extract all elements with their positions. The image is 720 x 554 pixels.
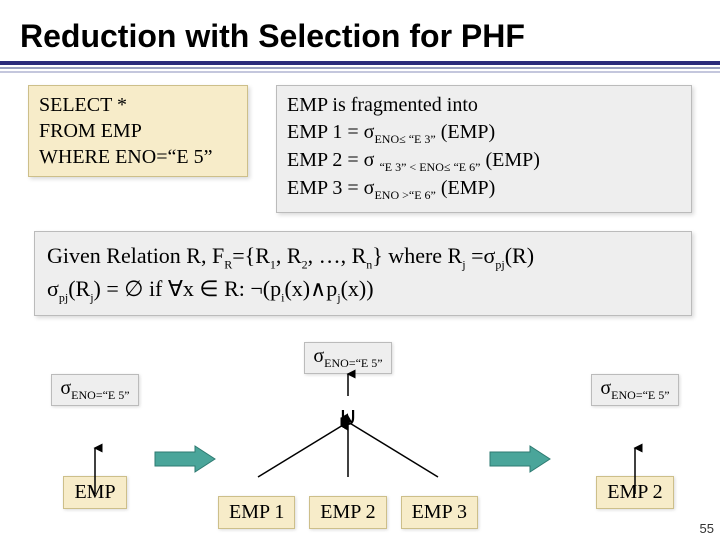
fragment-box: EMP is fragmented into EMP 1 = σENO≤ “E … — [276, 85, 692, 213]
diagram-area: σENO=“E 5” EMP σENO=“E 5” ∪ EMP 1 EMP — [0, 334, 720, 554]
frag-header: EMP is fragmented into — [287, 92, 681, 119]
branch-lines — [218, 422, 478, 482]
sql-line: WHERE ENO=“E 5” — [39, 144, 237, 170]
frag-pre: EMP 3 = σ — [287, 177, 374, 199]
t: (R — [68, 276, 90, 301]
t: ) = ∅ if ∀x ∈ R: ¬(p — [94, 276, 282, 301]
frag-line: EMP 3 = σENO >“E 6” (EMP) — [287, 175, 681, 203]
frag-post: (EMP) — [436, 177, 495, 199]
t: (x)) — [341, 276, 374, 301]
page-number: 55 — [700, 521, 714, 536]
frag-sub: ENO >“E 6” — [374, 188, 435, 202]
leaf-box: EMP 3 — [401, 496, 478, 529]
t: (x)∧p — [284, 276, 337, 301]
sigma: σ — [313, 345, 324, 367]
sql-line: SELECT * — [39, 92, 237, 118]
sigma: σ — [600, 377, 611, 399]
given-box: Given Relation R, FR={R1, R2, …, Rn} whe… — [34, 231, 692, 317]
t: Given Relation R, F — [47, 243, 224, 268]
frag-post: (EMP) — [480, 149, 539, 171]
arrow-up-icon — [343, 370, 353, 396]
sql-box: SELECT * FROM EMP WHERE ENO=“E 5” — [28, 85, 248, 177]
sigma: σ — [60, 377, 71, 399]
given-line1: Given Relation R, FR={R1, R2, …, Rn} whe… — [47, 240, 679, 274]
s: pj — [495, 257, 504, 271]
s: pj — [59, 291, 68, 305]
selection-label: σENO=“E 5” — [51, 374, 138, 406]
t: =σ — [466, 243, 496, 268]
sql-line: FROM EMP — [39, 118, 237, 144]
t: σ — [47, 276, 59, 301]
selection-label: σENO=“E 5” — [591, 374, 678, 406]
s: ENO=“E 5” — [611, 388, 669, 402]
arrow-up-icon — [630, 444, 640, 494]
tree-left: σENO=“E 5” EMP — [20, 374, 170, 509]
top-row: SELECT * FROM EMP WHERE ENO=“E 5” EMP is… — [0, 73, 720, 217]
frag-pre: EMP 2 = σ — [287, 149, 379, 171]
frag-pre: EMP 1 = σ — [287, 121, 374, 143]
tree-middle: σENO=“E 5” ∪ EMP 1 EMP 2 EMP 3 — [218, 342, 478, 529]
tree-right: σENO=“E 5” EMP 2 — [560, 374, 710, 509]
title-rule — [0, 61, 720, 73]
s: ENO=“E 5” — [71, 388, 129, 402]
leaf-box: EMP 2 — [309, 496, 386, 529]
page-title: Reduction with Selection for PHF — [0, 0, 720, 61]
frag-sub: “E 3” < ENO≤ “E 6” — [379, 160, 480, 174]
leaf-box: EMP 1 — [218, 496, 295, 529]
t: ={R — [232, 243, 270, 268]
frag-sub: ENO≤ “E 3” — [374, 132, 435, 146]
s: ENO=“E 5” — [324, 356, 382, 370]
t: } where R — [372, 243, 462, 268]
arrow-up-icon — [90, 444, 100, 494]
t: , R — [276, 243, 302, 268]
t: , …, R — [308, 243, 367, 268]
frag-post: (EMP) — [436, 121, 495, 143]
t: (R) — [505, 243, 534, 268]
frag-line: EMP 1 = σENO≤ “E 3” (EMP) — [287, 119, 681, 147]
transform-arrow-icon — [155, 444, 215, 474]
transform-arrow-icon — [490, 444, 550, 474]
given-line2: σpj(Rj) = ∅ if ∀x ∈ R: ¬(pi(x)∧pj(x)) — [47, 273, 679, 307]
frag-line: EMP 2 = σ “E 3” < ENO≤ “E 6” (EMP) — [287, 147, 681, 175]
